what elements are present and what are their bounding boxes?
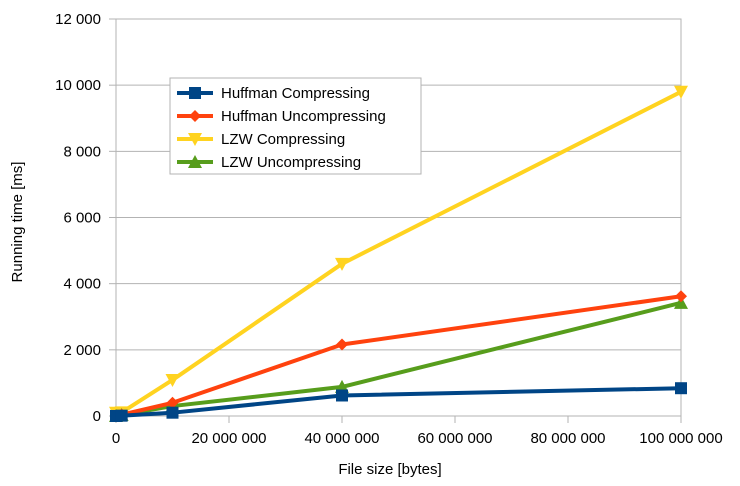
data-point <box>165 373 180 387</box>
data-point <box>336 389 348 402</box>
data-point <box>166 396 179 409</box>
legend-entry: LZW Compressing <box>177 131 345 148</box>
x-tick-label: 40 000 000 <box>304 430 379 447</box>
data-point <box>166 406 179 419</box>
data-point <box>675 382 687 395</box>
x-tick-label: 60 000 000 <box>417 430 492 447</box>
data-point <box>115 409 128 422</box>
y-tick-label: 12 000 <box>55 11 101 28</box>
legend-entry: LZW Uncompressing <box>177 154 361 171</box>
x-axis-title: File size [bytes] <box>338 461 441 478</box>
data-point <box>675 290 687 303</box>
legend-marker <box>189 110 201 122</box>
legend-label: Huffman Uncompressing <box>221 108 386 125</box>
legend-marker <box>188 155 202 168</box>
data-point <box>336 338 348 351</box>
y-tick-label: 4 000 <box>63 276 101 293</box>
x-tick-label: 0 <box>112 430 120 447</box>
y-tick-label: 6 000 <box>63 210 101 227</box>
x-tick-label: 100 000 000 <box>639 430 722 447</box>
data-point <box>674 295 688 309</box>
legend-entry: Huffman Compressing <box>177 85 370 102</box>
series-huffman-compressing <box>110 382 687 422</box>
series-line <box>115 294 682 418</box>
x-tick-label: 20 000 000 <box>191 430 266 447</box>
y-axis-title: Running time [ms] <box>9 162 26 283</box>
legend: Huffman Compressing Huffman Uncompressing… <box>169 77 422 175</box>
y-tick-label: 8 000 <box>63 143 101 160</box>
y-tick-label: 10 000 <box>55 77 101 94</box>
data-point <box>674 85 688 99</box>
legend-label: LZW Uncompressing <box>221 154 361 171</box>
series-layer <box>109 85 688 422</box>
x-axis-ticks: 0 20 000 000 40 000 000 60 000 000 80 000 00… <box>112 416 723 447</box>
series-lzw-uncompressing <box>109 295 688 422</box>
legend-label: Huffman Compressing <box>221 85 370 102</box>
data-point <box>335 257 349 271</box>
y-tick-label: 0 <box>93 408 101 425</box>
y-tick-label: 2 000 <box>63 342 101 359</box>
legend-marker <box>189 87 201 99</box>
legend-label: LZW Compressing <box>221 131 345 148</box>
x-tick-label: 80 000 000 <box>530 430 605 447</box>
legend-marker <box>188 133 202 146</box>
legend-entry: Huffman Uncompressing <box>177 108 386 125</box>
y-axis-ticks: 0 2 000 4 000 6 000 8 000 10 000 12 000 <box>55 11 116 425</box>
